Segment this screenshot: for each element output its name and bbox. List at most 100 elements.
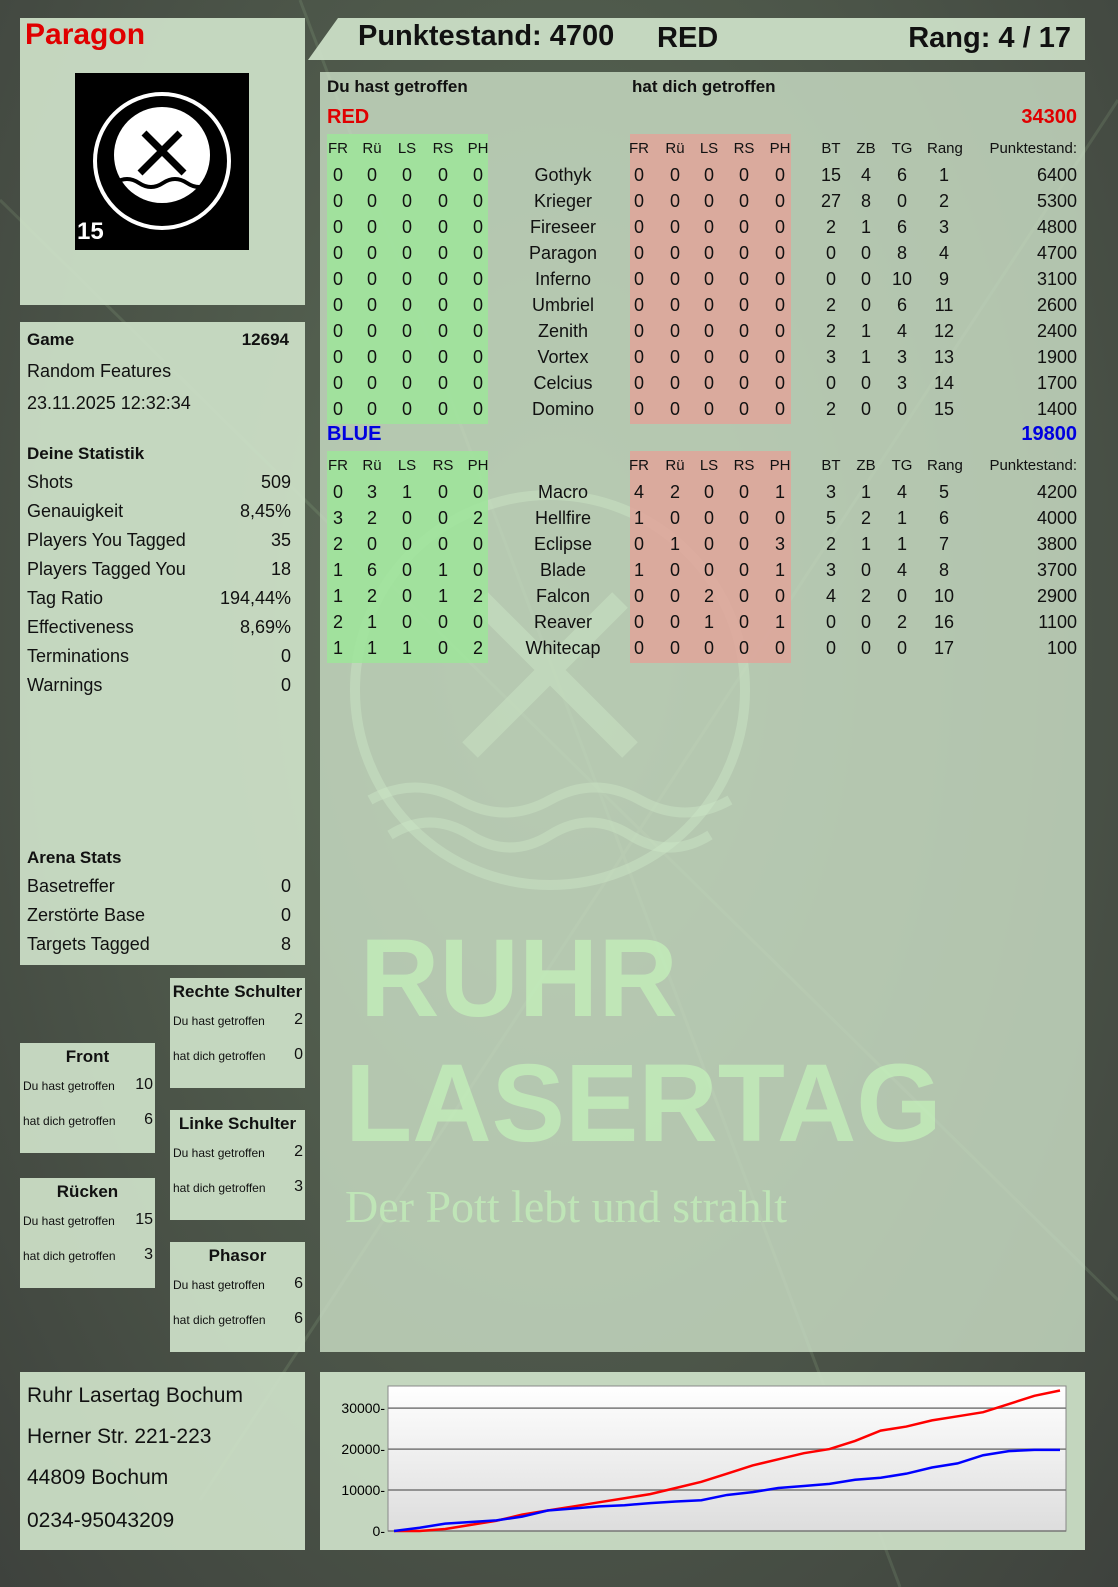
column-header: ZB (856, 140, 876, 157)
zone-got-value: 6 (144, 1111, 153, 1128)
stat-cell: 4700 (1036, 243, 1077, 263)
stat-cell: 0 (669, 243, 680, 263)
stat-cell: 15 (933, 399, 955, 419)
watermark-line2: LASERTAG (345, 1042, 942, 1165)
stat-cell: 0 (738, 373, 749, 393)
stat-cell: 0 (669, 347, 680, 367)
zone-got-label: hat dich getroffen (173, 1049, 266, 1063)
column-header: LS (397, 457, 417, 474)
arena-stat-value: 0 (280, 905, 291, 925)
watermark-slogan: Der Pott lebt und strahlt (345, 1181, 788, 1232)
stat-cell: 2 (825, 217, 836, 237)
stat-cell: 0 (437, 321, 448, 341)
player-name-cell: Krieger (533, 191, 593, 211)
zone-got-label: hat dich getroffen (173, 1313, 266, 1327)
stat-cell: 0 (633, 295, 644, 315)
stat-cell: 0 (401, 217, 412, 237)
stat-cell: 1700 (1036, 373, 1077, 393)
stat-cell: 0 (366, 534, 377, 554)
stat-cell: 0 (860, 295, 871, 315)
stat-cell: 4 (896, 560, 907, 580)
team-label: BLUE (327, 423, 382, 445)
stat-cell: 0 (366, 373, 377, 393)
stat-cell: 3100 (1036, 269, 1077, 289)
series-line-1 (393, 1448, 1060, 1533)
arena-stat-label: Targets Tagged (27, 934, 150, 954)
column-header-row: FR Rü LS RS PH FR Rü LS RS PH BT ZB TG Rang Punktestan… (320, 453, 1085, 479)
stat-cell: 1 (332, 586, 343, 606)
player-row: 0 3 1 0 0 Macro 4 2 0 0 1 3 1 4 5 4200 (320, 479, 1085, 505)
stat-value: 18 (270, 559, 291, 579)
zone-hit-label: Du hast getroffen (173, 1278, 265, 1292)
stat-cell: 0 (437, 295, 448, 315)
player-row: 0 0 0 0 0 Fireseer 0 0 0 0 0 2 1 6 3 4800 (320, 214, 1085, 240)
zone-got-label: hat dich getroffen (23, 1249, 116, 1263)
stat-cell: 0 (669, 165, 680, 185)
column-header: Punktestand: (989, 457, 1077, 474)
stat-cell: 0 (332, 191, 343, 211)
stat-cell: 16 (933, 612, 955, 632)
stat-cell: 0 (332, 347, 343, 367)
stat-cell: 0 (825, 243, 836, 263)
column-header: Rang (927, 140, 963, 157)
stat-cell: 0 (703, 321, 714, 341)
player-row: 0 0 0 0 0 Celcius 0 0 0 0 0 0 0 3 14 1700 (320, 370, 1085, 396)
player-card: Paragon 15 (20, 18, 305, 305)
player-row: 0 0 0 0 0 Zenith 0 0 0 0 0 2 1 4 12 2400 (320, 318, 1085, 344)
stat-cell: 1 (633, 560, 644, 580)
stat-cell: 4 (896, 482, 907, 502)
column-header: RS (432, 140, 454, 157)
stat-cell: 1 (437, 586, 448, 606)
stat-value: 35 (270, 530, 291, 550)
stat-cell: 0 (332, 165, 343, 185)
zone-got-label: hat dich getroffen (173, 1181, 266, 1195)
stat-cell: 1 (774, 482, 785, 502)
column-header: PH (769, 140, 791, 157)
stat-cell: 1900 (1036, 347, 1077, 367)
stat-cell: 0 (669, 217, 680, 237)
zone-hit-value: 10 (135, 1076, 153, 1093)
stat-cell: 0 (703, 534, 714, 554)
stat-cell: 0 (774, 191, 785, 211)
player-row: 0 0 0 0 0 Gothyk 0 0 0 0 0 15 4 6 1 6400 (320, 162, 1085, 188)
stat-cell: 0 (366, 295, 377, 315)
player-row: 0 0 0 0 0 Inferno 0 0 0 0 0 0 0 10 9 3100 (320, 266, 1085, 292)
column-header: BT (821, 457, 841, 474)
stats-panel: Game 12694 Random Features 23.11.2025 12… (20, 322, 305, 965)
stat-cell: 0 (703, 482, 714, 502)
stat-cell: 1 (896, 534, 907, 554)
stat-cell: 0 (633, 269, 644, 289)
zone-got-label: hat dich getroffen (23, 1114, 116, 1128)
stat-cell: 0 (472, 165, 483, 185)
zone-hit-value: 2 (294, 1143, 303, 1160)
stat-cell: 1400 (1036, 399, 1077, 419)
stat-cell: 0 (703, 560, 714, 580)
stat-cell: 3 (896, 373, 907, 393)
stat-cell: 0 (437, 373, 448, 393)
column-header-row: FR Rü LS RS PH FR Rü LS RS PH BT ZB TG Rang Punktestan… (320, 136, 1085, 162)
stat-cell: 2 (472, 508, 483, 528)
y-tick-label: 10000- (341, 1482, 385, 1498)
stat-cell: 0 (401, 373, 412, 393)
game-label: Game (27, 330, 75, 349)
zone-title: Rücken (56, 1182, 119, 1201)
stat-cell: 0 (401, 347, 412, 367)
team-label: RED (327, 106, 370, 128)
stat-cell: 6 (896, 295, 907, 315)
stat-cell: 0 (472, 269, 483, 289)
stat-cell: 0 (437, 191, 448, 211)
you-hit-block (327, 451, 488, 663)
address-line: 0234-95043209 (27, 1509, 175, 1532)
stat-cell: 0 (472, 217, 483, 237)
stat-cell: 0 (738, 217, 749, 237)
stat-cell: 8 (938, 560, 949, 580)
column-header: FR (328, 140, 348, 157)
stat-cell: 0 (738, 399, 749, 419)
stat-cell: 1 (860, 347, 871, 367)
player-row: 0 0 0 0 0 Vortex 0 0 0 0 0 3 1 3 13 1900 (320, 344, 1085, 370)
arena-stat-label: Basetreffer (27, 876, 115, 896)
zone-got-value: 3 (144, 1246, 153, 1263)
stat-cell: 0 (366, 191, 377, 211)
stat-cell: 0 (774, 321, 785, 341)
stats-title: Deine Statistik (27, 444, 145, 463)
